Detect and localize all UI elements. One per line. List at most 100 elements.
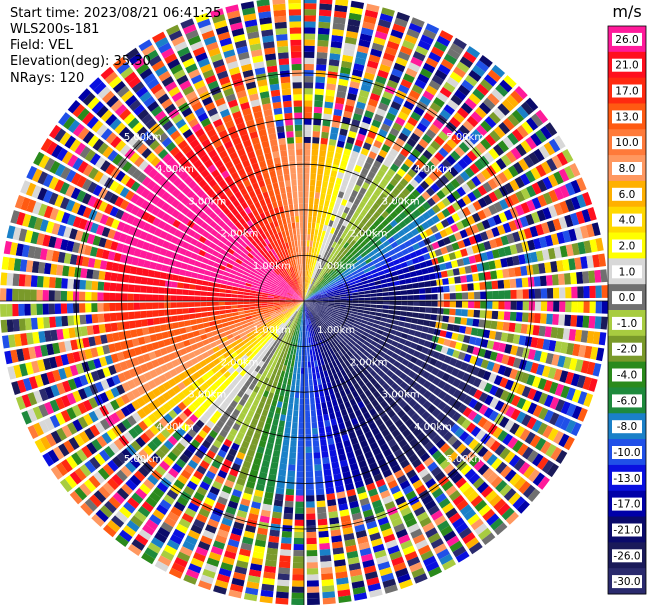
velocity-gate <box>363 254 370 261</box>
velocity-gate <box>408 329 416 336</box>
velocity-gate <box>427 404 437 414</box>
velocity-gate <box>340 232 347 240</box>
velocity-gate <box>376 231 384 239</box>
velocity-gate <box>352 113 363 122</box>
velocity-gate <box>526 374 536 386</box>
velocity-gate <box>424 176 434 186</box>
velocity-gate <box>516 346 525 357</box>
velocity-gate <box>449 340 457 349</box>
velocity-gate <box>196 318 203 324</box>
velocity-gate <box>409 179 419 189</box>
velocity-gate <box>511 109 525 123</box>
velocity-gate <box>359 547 372 557</box>
velocity-gate <box>237 298 244 301</box>
velocity-gate <box>304 228 308 235</box>
velocity-gate <box>444 170 454 181</box>
velocity-gate <box>449 308 456 316</box>
velocity-gate <box>341 382 349 390</box>
velocity-gate <box>319 319 325 325</box>
velocity-gate <box>554 383 565 397</box>
velocity-gate <box>492 301 499 310</box>
velocity-gate <box>121 293 128 301</box>
velocity-gate <box>55 277 62 289</box>
velocity-gate <box>383 268 391 274</box>
velocity-gate <box>320 289 327 294</box>
velocity-gate <box>492 363 501 374</box>
velocity-gate <box>339 225 346 233</box>
velocity-gate <box>371 119 382 129</box>
velocity-gate <box>500 332 509 342</box>
velocity-gate <box>328 59 340 67</box>
velocity-gate <box>347 320 354 326</box>
velocity-gate <box>534 313 541 324</box>
velocity-gate <box>354 359 361 367</box>
velocity-gate <box>418 386 427 396</box>
velocity-gate <box>201 312 208 318</box>
velocity-gate <box>307 312 311 319</box>
velocity-gate <box>434 69 448 81</box>
velocity-gate <box>315 366 320 373</box>
velocity-gate <box>558 314 566 326</box>
velocity-gate <box>431 408 442 418</box>
velocity-gate <box>453 162 464 174</box>
velocity-gate <box>431 301 438 307</box>
velocity-gate <box>328 341 334 349</box>
velocity-gate <box>500 235 509 246</box>
velocity-gate <box>440 525 454 537</box>
velocity-gate <box>304 288 307 296</box>
velocity-gate <box>363 310 371 315</box>
velocity-gate <box>443 308 450 315</box>
velocity-gate <box>346 273 353 279</box>
velocity-gate <box>461 206 472 217</box>
velocity-gate <box>148 326 156 334</box>
velocity-gate <box>425 364 435 373</box>
velocity-gate <box>370 307 377 312</box>
velocity-gate <box>226 313 233 318</box>
velocity-gate <box>347 18 361 27</box>
velocity-gate <box>247 575 261 584</box>
velocity-gate <box>398 132 409 142</box>
velocity-gate <box>350 284 357 288</box>
velocity-gate <box>437 390 447 400</box>
velocity-gate <box>301 325 303 332</box>
velocity-gate <box>291 335 295 343</box>
velocity-gate <box>393 448 404 458</box>
velocity-gate <box>471 212 481 223</box>
velocity-gate <box>264 448 273 456</box>
velocity-gate <box>509 473 522 486</box>
velocity-gate <box>442 383 452 393</box>
velocity-gate <box>450 94 463 106</box>
velocity-gate <box>302 301 304 307</box>
velocity-gate <box>388 305 396 310</box>
velocity-gate <box>566 403 577 417</box>
velocity-gate <box>474 159 485 171</box>
velocity-gate <box>311 143 319 150</box>
velocity-gate <box>261 503 272 512</box>
velocity-gate <box>590 346 599 360</box>
velocity-gate <box>399 316 407 322</box>
velocity-gate <box>480 485 494 498</box>
velocity-gate <box>570 272 578 285</box>
velocity-gate <box>510 289 517 299</box>
velocity-gate <box>173 328 181 336</box>
velocity-gate <box>502 117 515 131</box>
velocity-gate <box>582 192 593 206</box>
velocity-gate <box>523 227 533 239</box>
velocity-gate <box>238 284 246 289</box>
velocity-gate <box>328 246 334 254</box>
velocity-gate <box>367 98 379 108</box>
velocity-gate <box>296 471 304 478</box>
velocity-gate <box>353 474 363 483</box>
velocity-gate <box>293 543 304 551</box>
velocity-gate <box>546 220 556 233</box>
velocity-gate <box>330 214 336 222</box>
velocity-gate <box>461 309 468 317</box>
velocity-gate <box>66 291 74 301</box>
velocity-gate <box>472 346 481 356</box>
velocity-gate <box>300 306 303 313</box>
velocity-gate <box>411 364 420 373</box>
velocity-gate <box>392 143 402 153</box>
velocity-gate <box>454 427 465 438</box>
velocity-gate <box>398 363 406 372</box>
velocity-gate <box>331 311 339 316</box>
